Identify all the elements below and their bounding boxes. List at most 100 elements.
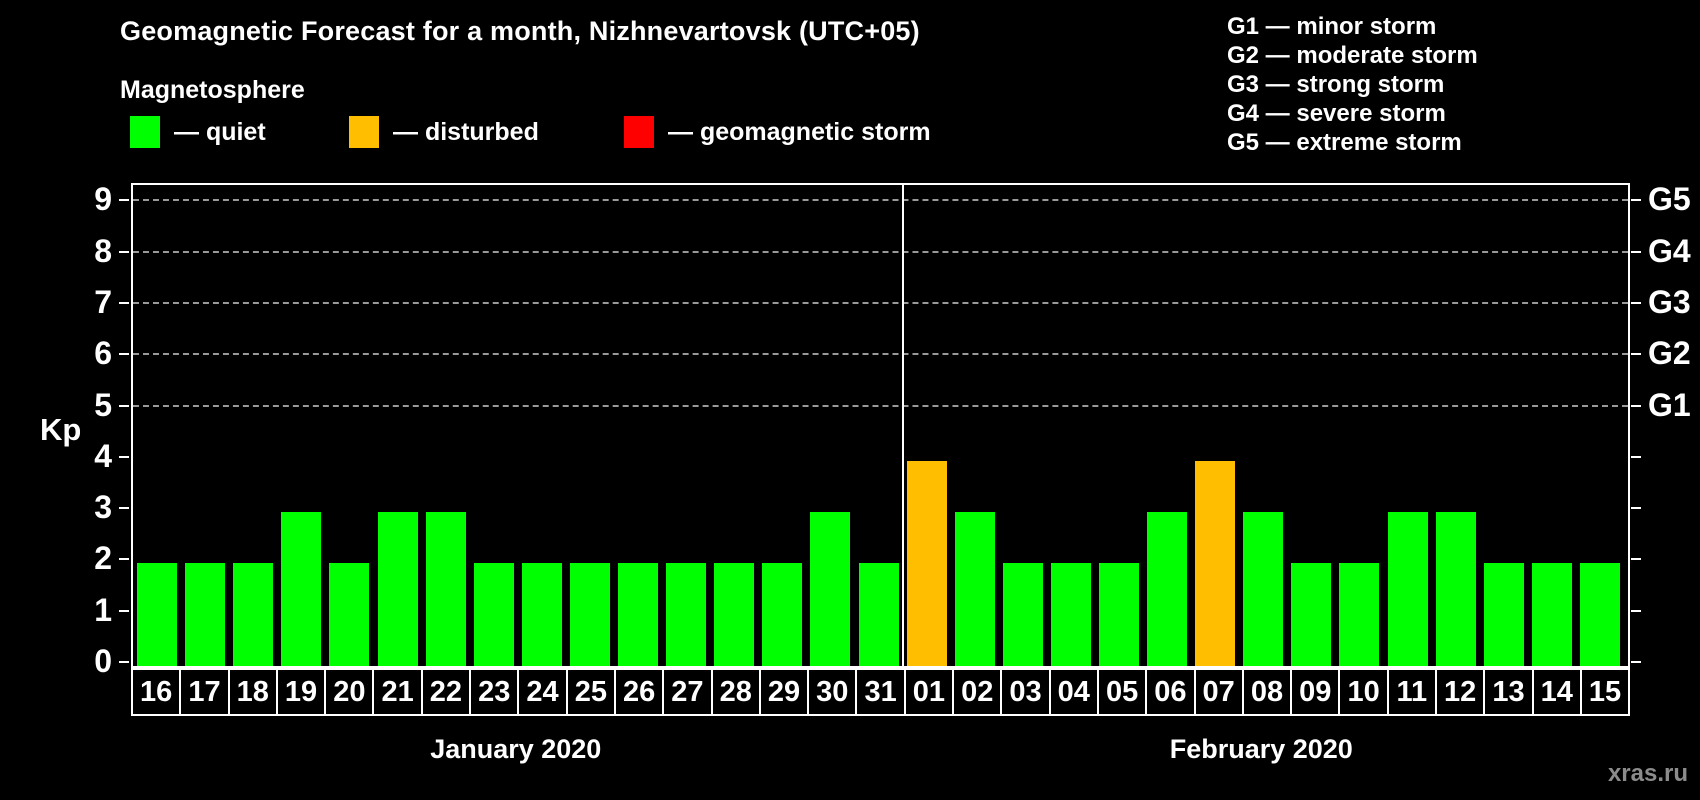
quiet-color-swatch: [130, 116, 160, 148]
bar-day-17: [185, 563, 226, 666]
left-axis-tick-4: [119, 455, 129, 458]
gridline-kp8: [133, 250, 1628, 253]
right-axis-tick-3: [1631, 507, 1641, 510]
gridline-kp5: [133, 404, 1628, 407]
day-label-15: 15: [1579, 668, 1631, 716]
y-tick-label-2: 2: [94, 540, 112, 577]
right-axis-tick-4: [1631, 455, 1641, 458]
day-label-14: 14: [1531, 668, 1582, 716]
day-label-10: 10: [1338, 668, 1389, 716]
bar-day-09: [1291, 563, 1332, 666]
legend-label-disturbed: — disturbed: [393, 117, 539, 146]
bar-day-05: [1098, 563, 1139, 666]
storm-color-swatch: [624, 116, 654, 148]
bar-day-11: [1387, 512, 1428, 666]
y-tick-label-6: 6: [94, 335, 112, 372]
bar-day-08: [1243, 512, 1284, 666]
bar-day-21: [377, 512, 418, 666]
y-tick-label-3: 3: [94, 489, 112, 526]
y-tick-label-1: 1: [94, 591, 112, 628]
day-label-31: 31: [855, 668, 906, 716]
day-label-22: 22: [420, 668, 472, 716]
day-label-23: 23: [469, 668, 520, 716]
legend-label-storm: — geomagnetic storm: [668, 117, 931, 146]
day-label-27: 27: [662, 668, 713, 716]
bar-day-25: [569, 563, 610, 666]
right-axis-tick-1: [1631, 609, 1641, 612]
bar-day-14: [1531, 563, 1572, 666]
g4-legend-line: G4 — severe storm: [1227, 100, 1446, 127]
g-axis-label-G4: G4: [1648, 232, 1691, 269]
day-label-21: 21: [372, 668, 423, 716]
right-axis-tick-8: [1631, 250, 1641, 253]
magnetosphere-label: Magnetosphere: [120, 76, 305, 104]
left-axis-tick-0: [119, 661, 129, 663]
month-boundary-line: [901, 185, 904, 666]
g1-legend-line: G1 — minor storm: [1227, 13, 1437, 40]
day-label-19: 19: [275, 668, 327, 716]
bar-day-10: [1339, 563, 1380, 666]
bar-day-26: [618, 563, 659, 666]
bar-day-01: [906, 460, 947, 666]
left-axis-tick-6: [119, 353, 129, 356]
g5-legend-line: G5 — extreme storm: [1227, 129, 1462, 156]
bar-day-12: [1435, 512, 1476, 666]
right-axis-tick-7: [1631, 301, 1641, 304]
y-tick-label-4: 4: [94, 437, 112, 474]
g-axis-label-G2: G2: [1648, 335, 1691, 372]
bar-day-29: [762, 563, 803, 666]
y-tick-label-0: 0: [94, 643, 112, 679]
bar-day-04: [1050, 563, 1091, 666]
day-label-06: 06: [1145, 668, 1196, 716]
day-label-28: 28: [710, 668, 761, 716]
bar-day-06: [1147, 512, 1188, 666]
left-axis-tick-2: [119, 558, 129, 561]
gridline-kp7: [133, 301, 1628, 304]
chart-title: Geomagnetic Forecast for a month, Nizhne…: [120, 16, 920, 46]
day-label-02: 02: [952, 668, 1003, 716]
day-label-18: 18: [227, 668, 278, 716]
day-label-16: 16: [131, 668, 182, 716]
bar-day-13: [1483, 563, 1524, 666]
x-axis-day-labels: 16 17 18 19 20 21 22 23 24 25 26 27 28 29 30 31 01 02 03 04…: [131, 668, 1631, 716]
day-label-03: 03: [1000, 668, 1051, 716]
gridline-kp6: [133, 353, 1628, 356]
right-axis-tick-2: [1631, 558, 1641, 561]
day-label-11: 11: [1386, 668, 1438, 716]
right-axis-tick-9: [1631, 199, 1641, 202]
day-label-30: 30: [807, 668, 858, 716]
month-label-january: January 2020: [430, 734, 602, 764]
g-axis-label-G5: G5: [1648, 181, 1691, 218]
bar-day-20: [329, 563, 370, 666]
bar-day-31: [858, 563, 899, 666]
bar-day-19: [281, 512, 322, 666]
plot-area: [131, 183, 1630, 668]
y-tick-label-8: 8: [94, 232, 112, 269]
day-label-07: 07: [1193, 668, 1244, 716]
gridline-kp9: [133, 199, 1628, 202]
bar-day-27: [666, 563, 707, 666]
g-scale-legend: G1 — minor storm G2 — moderate storm G3 …: [1227, 12, 1478, 157]
right-axis-tick-0: [1631, 661, 1641, 663]
day-label-08: 08: [1241, 668, 1293, 716]
day-label-05: 05: [1096, 668, 1148, 716]
bar-day-16: [137, 563, 178, 666]
legend-item-quiet: — quiet: [130, 115, 266, 149]
bar-day-03: [1002, 563, 1043, 666]
bar-day-22: [425, 512, 466, 666]
month-label-february: February 2020: [1169, 734, 1353, 764]
y-axis-title-kp: Kp: [40, 412, 82, 447]
bar-day-28: [714, 563, 755, 666]
bar-day-02: [954, 512, 995, 666]
g2-legend-line: G2 — moderate storm: [1227, 42, 1478, 69]
y-tick-label-5: 5: [94, 386, 112, 423]
legend-item-disturbed: — disturbed: [349, 115, 539, 149]
right-axis-tick-6: [1631, 353, 1641, 356]
legend-label-quiet: — quiet: [174, 117, 266, 146]
left-axis-tick-1: [119, 609, 129, 612]
left-axis-tick-8: [119, 250, 129, 253]
left-axis-tick-9: [119, 199, 129, 202]
day-label-12: 12: [1435, 668, 1486, 716]
day-label-09: 09: [1290, 668, 1341, 716]
